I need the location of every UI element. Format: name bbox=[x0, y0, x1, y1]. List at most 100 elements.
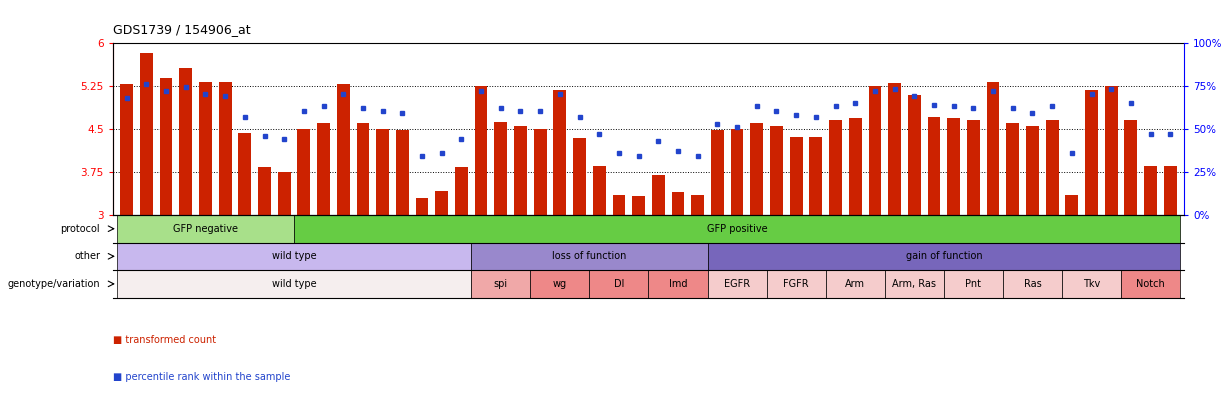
Text: wild type: wild type bbox=[271, 279, 317, 289]
Bar bbox=[1063, 270, 1121, 298]
Bar bbox=[412, 215, 432, 266]
Bar bbox=[648, 215, 669, 266]
Bar bbox=[553, 90, 567, 215]
Bar bbox=[140, 53, 152, 215]
Bar bbox=[275, 215, 294, 266]
Bar bbox=[688, 215, 708, 266]
Bar bbox=[510, 215, 530, 266]
Bar bbox=[983, 215, 1002, 266]
Text: spi: spi bbox=[493, 279, 508, 289]
Bar bbox=[810, 137, 822, 215]
Bar bbox=[767, 270, 826, 298]
Bar bbox=[117, 215, 294, 243]
Bar bbox=[963, 215, 983, 266]
Text: loss of function: loss of function bbox=[552, 251, 627, 261]
Text: GFP negative: GFP negative bbox=[173, 224, 238, 234]
Text: wg: wg bbox=[553, 279, 567, 289]
Bar bbox=[117, 243, 471, 270]
Bar bbox=[710, 130, 724, 215]
Bar bbox=[569, 215, 589, 266]
Bar bbox=[708, 270, 767, 298]
Bar bbox=[255, 215, 275, 266]
Text: Pnt: Pnt bbox=[966, 279, 982, 289]
Bar bbox=[357, 123, 369, 215]
Bar bbox=[691, 195, 704, 215]
Bar bbox=[475, 85, 487, 215]
Text: protocol: protocol bbox=[60, 224, 101, 234]
Bar bbox=[806, 215, 826, 266]
Bar bbox=[728, 215, 747, 266]
Bar bbox=[845, 215, 865, 266]
Bar bbox=[436, 191, 448, 215]
Bar bbox=[514, 126, 526, 215]
Bar bbox=[317, 123, 330, 215]
Text: Tkv: Tkv bbox=[1083, 279, 1101, 289]
Bar bbox=[1022, 215, 1042, 266]
Bar bbox=[277, 172, 291, 215]
Bar bbox=[904, 215, 924, 266]
Bar bbox=[1082, 215, 1102, 266]
Bar bbox=[530, 215, 550, 266]
Bar bbox=[708, 215, 728, 266]
Bar bbox=[234, 215, 255, 266]
Bar bbox=[393, 215, 412, 266]
Bar bbox=[195, 215, 215, 266]
Bar bbox=[337, 84, 350, 215]
Bar bbox=[869, 85, 881, 215]
Text: Notch: Notch bbox=[1136, 279, 1164, 289]
Bar bbox=[1164, 166, 1177, 215]
Bar bbox=[885, 270, 944, 298]
Bar bbox=[491, 215, 510, 266]
Bar bbox=[494, 122, 507, 215]
Bar bbox=[632, 196, 645, 215]
Bar bbox=[218, 82, 232, 215]
Bar bbox=[1085, 90, 1098, 215]
Bar bbox=[432, 215, 452, 266]
Bar bbox=[534, 129, 546, 215]
Bar bbox=[294, 215, 1180, 243]
Bar bbox=[967, 120, 980, 215]
Bar bbox=[826, 270, 885, 298]
Bar bbox=[160, 78, 173, 215]
Text: Arm: Arm bbox=[845, 279, 865, 289]
Bar bbox=[1042, 215, 1063, 266]
Bar bbox=[1002, 215, 1022, 266]
Bar bbox=[947, 118, 960, 215]
Bar bbox=[294, 215, 314, 266]
Bar bbox=[334, 215, 353, 266]
Bar bbox=[1124, 120, 1137, 215]
Bar bbox=[771, 126, 783, 215]
Bar bbox=[593, 166, 606, 215]
Bar bbox=[573, 138, 587, 215]
Bar bbox=[628, 215, 648, 266]
Bar bbox=[612, 195, 626, 215]
Bar bbox=[1065, 195, 1079, 215]
Bar bbox=[826, 215, 845, 266]
Text: other: other bbox=[74, 251, 101, 261]
Bar bbox=[944, 270, 1002, 298]
Bar bbox=[550, 215, 569, 266]
Bar bbox=[373, 215, 393, 266]
Bar bbox=[258, 166, 271, 215]
Bar bbox=[117, 270, 471, 298]
Text: Ras: Ras bbox=[1023, 279, 1042, 289]
Text: genotype/variation: genotype/variation bbox=[7, 279, 101, 289]
Bar bbox=[751, 123, 763, 215]
Bar bbox=[787, 215, 806, 266]
Bar bbox=[924, 215, 944, 266]
Bar bbox=[747, 215, 767, 266]
Bar bbox=[928, 117, 940, 215]
Bar bbox=[136, 215, 156, 266]
Bar bbox=[215, 215, 234, 266]
Bar bbox=[829, 120, 842, 215]
Bar bbox=[888, 83, 901, 215]
Text: ■ percentile rank within the sample: ■ percentile rank within the sample bbox=[113, 372, 291, 382]
Bar bbox=[1121, 215, 1141, 266]
Bar bbox=[471, 243, 708, 270]
Text: GDS1739 / 154906_at: GDS1739 / 154906_at bbox=[113, 23, 250, 36]
Bar bbox=[987, 81, 1000, 215]
Bar bbox=[885, 215, 904, 266]
Bar bbox=[1161, 215, 1180, 266]
Bar bbox=[175, 215, 195, 266]
Bar bbox=[455, 166, 467, 215]
